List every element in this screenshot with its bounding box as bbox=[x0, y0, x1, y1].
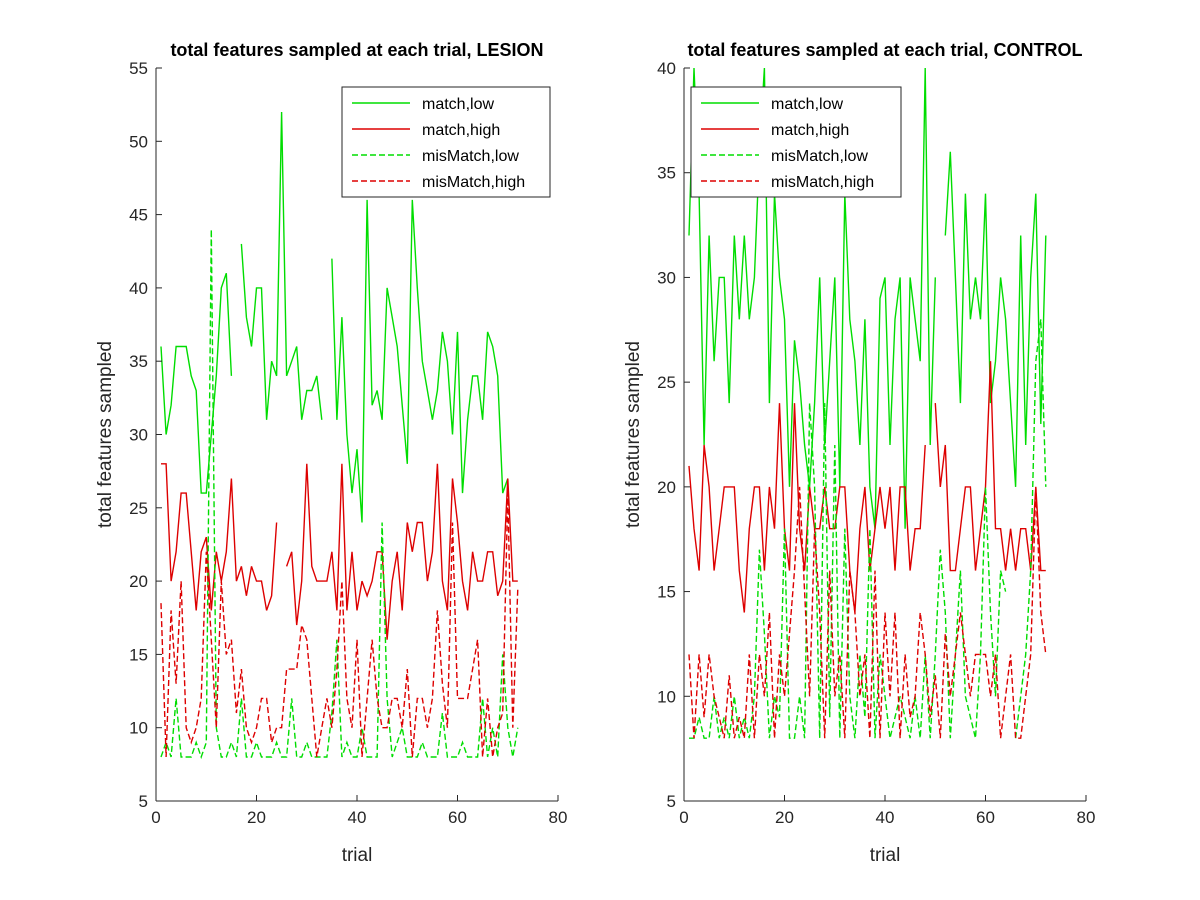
legend-label: match,high bbox=[771, 122, 849, 139]
y-tick-label: 25 bbox=[657, 373, 676, 392]
legend-label: misMatch,high bbox=[422, 174, 525, 191]
chart-title: total features sampled at each trial, LE… bbox=[170, 40, 543, 60]
x-tick-label: 40 bbox=[348, 808, 367, 827]
x-axis-label: trial bbox=[870, 845, 901, 866]
x-tick-label: 40 bbox=[876, 808, 895, 827]
legend-box bbox=[690, 86, 902, 198]
chart-panel-2: 0 20 40 60 80 5 10 15 20 25 30 35 40 total features s… bbox=[623, 40, 1095, 866]
y-tick-label: 35 bbox=[657, 164, 676, 183]
y-axis-label: total features sampled bbox=[623, 341, 644, 528]
y-tick-label: 35 bbox=[129, 352, 148, 371]
legend: match,low match,high misMatch,low misMatch,… bbox=[690, 86, 902, 198]
y-tick-label: 15 bbox=[657, 583, 676, 602]
y-tick-label: 55 bbox=[129, 59, 148, 78]
legend: match,low match,high misMatch,low misMatch,… bbox=[341, 86, 551, 198]
x-tick-label: 0 bbox=[151, 808, 160, 827]
y-tick-label: 10 bbox=[657, 687, 676, 706]
x-tick-label: 60 bbox=[448, 808, 467, 827]
y-tick-label: 5 bbox=[139, 792, 148, 811]
series-line-mismatch-low bbox=[689, 319, 1047, 739]
y-tick-label: 50 bbox=[129, 132, 148, 151]
legend-label: misMatch,low bbox=[422, 148, 519, 165]
y-axis-label: total features sampled bbox=[95, 341, 116, 528]
legend-label: misMatch,high bbox=[771, 174, 874, 191]
y-tick-label: 40 bbox=[657, 59, 676, 78]
x-tick-label: 80 bbox=[549, 808, 568, 827]
legend-label: match,low bbox=[422, 96, 494, 113]
y-tick-label: 10 bbox=[129, 719, 148, 738]
y-tick-label: 30 bbox=[129, 426, 148, 445]
x-tick-label: 80 bbox=[1077, 808, 1096, 827]
series-line-mismatch-high bbox=[688, 486, 1047, 739]
chart-panel-1: 0 20 40 60 80 5 10 15 20 25 30 35 40 45 50 55 total feat… bbox=[95, 40, 567, 866]
y-tick-label: 25 bbox=[129, 499, 148, 518]
x-tick-label: 20 bbox=[247, 808, 266, 827]
series-line-match-low bbox=[160, 111, 509, 523]
y-tick-label: 20 bbox=[657, 478, 676, 497]
y-tick-label: 30 bbox=[657, 268, 676, 287]
y-tick-label: 45 bbox=[129, 206, 148, 225]
y-tick-label: 15 bbox=[129, 645, 148, 664]
x-axis-label: trial bbox=[342, 845, 373, 866]
x-tick-label: 0 bbox=[679, 808, 688, 827]
series-line-match-high bbox=[688, 361, 1046, 613]
x-tick-label: 60 bbox=[976, 808, 995, 827]
y-tick-label: 5 bbox=[667, 792, 676, 811]
legend-label: misMatch,low bbox=[771, 148, 868, 165]
legend-label: match,high bbox=[422, 122, 500, 139]
x-tick-label: 20 bbox=[775, 808, 794, 827]
legend-box bbox=[341, 86, 551, 198]
series-line-mismatch-high bbox=[160, 493, 519, 758]
legend-label: match,low bbox=[771, 96, 843, 113]
chart-title: total features sampled at each trial, CO… bbox=[687, 40, 1082, 60]
series-line-match-high bbox=[161, 463, 518, 640]
y-tick-label: 40 bbox=[129, 279, 148, 298]
series-line-mismatch-low bbox=[160, 229, 519, 760]
y-tick-label: 20 bbox=[129, 572, 148, 591]
